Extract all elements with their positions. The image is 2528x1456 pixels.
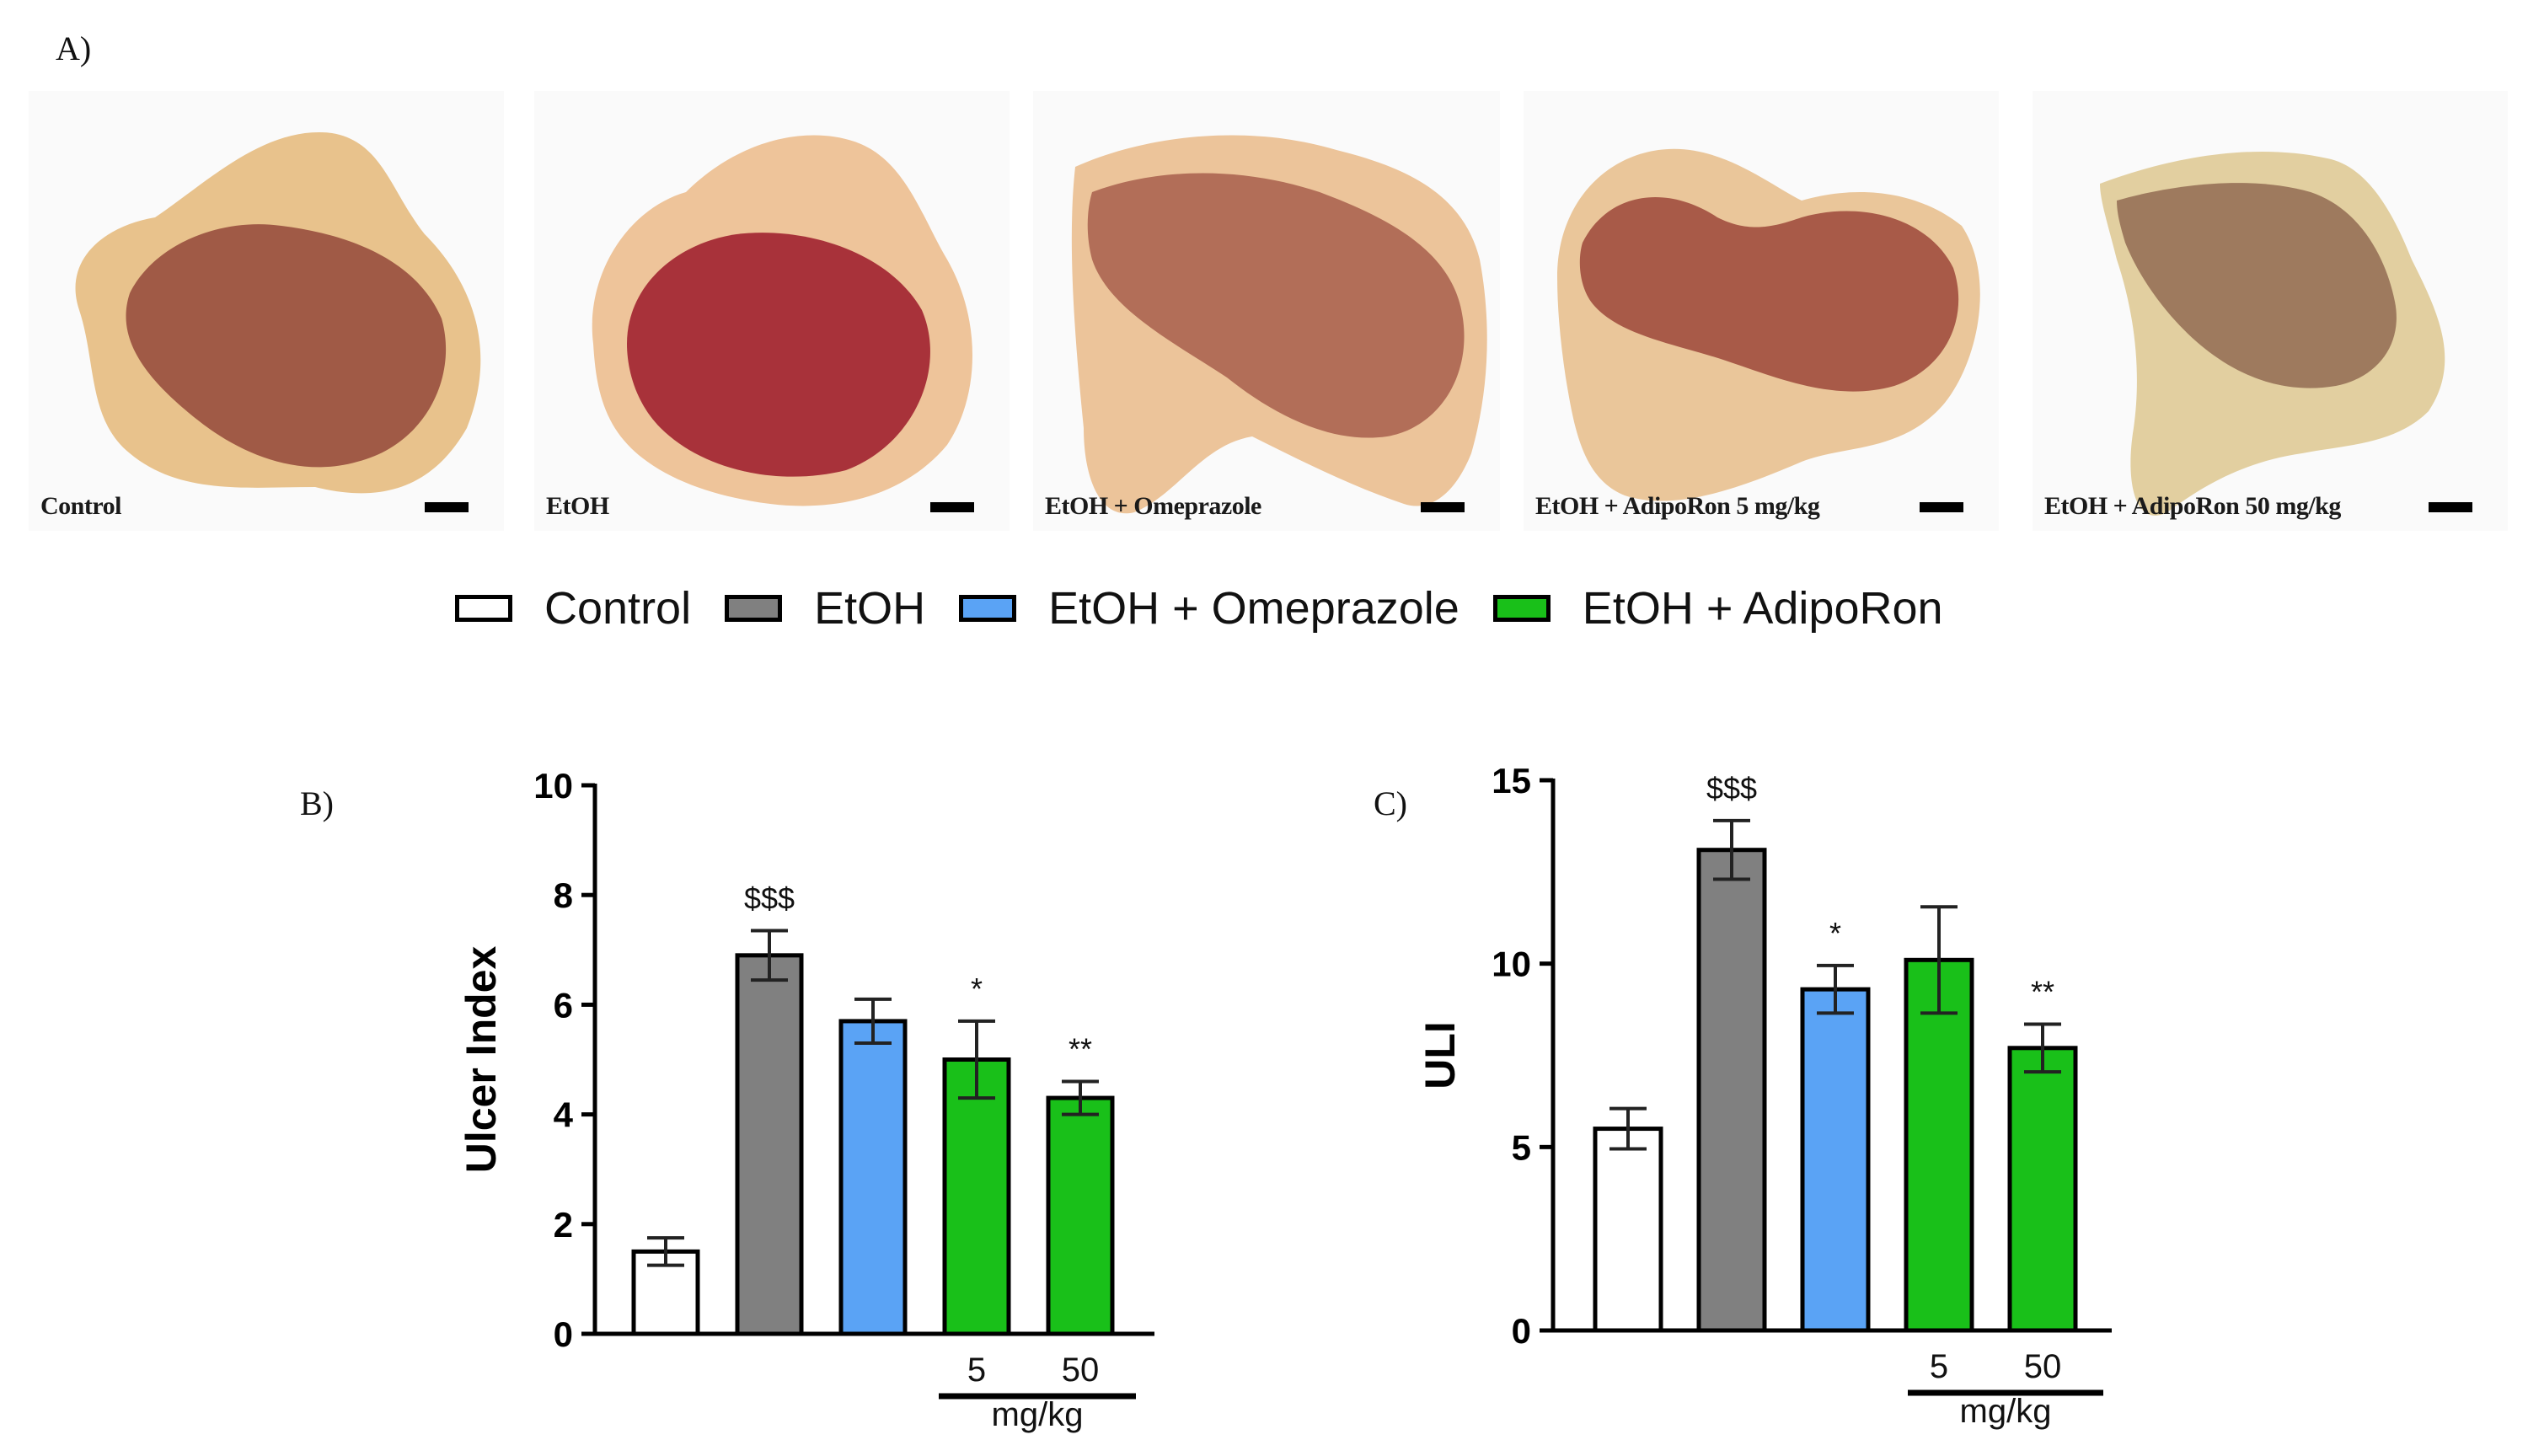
significance-label: ** bbox=[1069, 1032, 1092, 1067]
scale-bar bbox=[1421, 502, 1465, 512]
stomach-tissue-icon bbox=[1071, 135, 1487, 514]
panel-c-label: C) bbox=[1374, 784, 1407, 822]
significance-label: * bbox=[971, 972, 983, 1006]
stomach-tissue-icon bbox=[75, 132, 481, 494]
legend-swatch bbox=[725, 595, 783, 622]
significance-label: $$$ bbox=[1706, 771, 1757, 806]
photo-label: EtOH bbox=[546, 492, 609, 520]
panel-b-label: B) bbox=[300, 784, 334, 822]
legend-item-control: Control bbox=[455, 582, 691, 634]
y-axis-title: Ulcer Index bbox=[458, 946, 505, 1174]
bar bbox=[1696, 848, 1767, 1333]
photo-label: EtOH + AdipoRon 5 mg/kg bbox=[1535, 492, 1820, 520]
x-tick-label: 50 bbox=[2024, 1348, 2062, 1385]
x-tick-label: 5 bbox=[1930, 1348, 1948, 1385]
stomach-photo-adiporon-5: EtOH + AdipoRon 5 mg/kg bbox=[1524, 91, 1999, 531]
x-tick-label: 50 bbox=[1062, 1352, 1100, 1389]
y-tick-label: 5 bbox=[1512, 1127, 1531, 1167]
legend-label: EtOH bbox=[814, 583, 926, 634]
y-tick-label: 0 bbox=[554, 1314, 573, 1354]
bar bbox=[1904, 957, 1974, 1333]
bar bbox=[1593, 1127, 1663, 1333]
legend-item-adiporon: EtOH + AdipoRon bbox=[1492, 582, 1943, 634]
bar bbox=[838, 1019, 908, 1336]
bar bbox=[1800, 987, 1871, 1333]
stomach-tissue-icon bbox=[592, 135, 972, 506]
group-label: mg/kg bbox=[992, 1396, 1084, 1433]
y-axis-title: ULI bbox=[1417, 1021, 1464, 1089]
chart-legend: Control EtOH EtOH + Omeprazole EtOH + Ad… bbox=[455, 575, 1977, 642]
bar bbox=[735, 953, 804, 1336]
panel-a-label: A) bbox=[56, 29, 92, 67]
stomach-photo-adiporon-50: EtOH + AdipoRon 50 mg/kg bbox=[2033, 91, 2508, 531]
y-tick-label: 4 bbox=[554, 1095, 574, 1135]
y-tick-label: 6 bbox=[554, 985, 573, 1025]
stomach-tissue-icon bbox=[2100, 151, 2445, 516]
group-label: mg/kg bbox=[1960, 1393, 2052, 1430]
legend-swatch bbox=[959, 595, 1017, 622]
scale-bar bbox=[425, 502, 469, 512]
y-tick-label: 10 bbox=[1492, 945, 1531, 984]
y-tick-label: 15 bbox=[1492, 761, 1531, 800]
stomach-photo-omeprazole: EtOH + Omeprazole bbox=[1033, 91, 1500, 531]
significance-label: ** bbox=[2031, 974, 2054, 1009]
photo-label: Control bbox=[40, 492, 121, 520]
legend-label: EtOH + AdipoRon bbox=[1582, 583, 1943, 634]
scale-bar bbox=[2429, 502, 2472, 512]
significance-label: * bbox=[1829, 916, 1841, 950]
y-tick-label: 2 bbox=[554, 1205, 573, 1245]
significance-label: $$$ bbox=[744, 881, 795, 916]
y-tick-label: 10 bbox=[533, 766, 573, 806]
legend-swatch bbox=[1492, 595, 1551, 622]
legend-item-etoh: EtOH bbox=[725, 582, 925, 634]
photo-label: EtOH + AdipoRon 50 mg/kg bbox=[2044, 492, 2341, 520]
bar bbox=[2007, 1046, 2078, 1333]
bar bbox=[942, 1057, 1011, 1336]
stomach-tissue-icon bbox=[1557, 148, 1980, 501]
legend-label: EtOH + Omeprazole bbox=[1048, 583, 1459, 634]
bar bbox=[1046, 1095, 1115, 1336]
stomach-photo-etoh: EtOH bbox=[534, 91, 1010, 531]
legend-swatch bbox=[455, 595, 512, 622]
scale-bar bbox=[930, 502, 974, 512]
y-tick-label: 8 bbox=[554, 875, 573, 915]
y-tick-label: 0 bbox=[1512, 1311, 1531, 1351]
photo-label: EtOH + Omeprazole bbox=[1045, 492, 1261, 520]
legend-item-omeprazole: EtOH + Omeprazole bbox=[959, 582, 1459, 634]
scale-bar bbox=[1920, 502, 1963, 512]
x-tick-label: 5 bbox=[967, 1352, 986, 1389]
legend-label: Control bbox=[544, 583, 692, 634]
stomach-photo-control: Control bbox=[29, 91, 504, 531]
